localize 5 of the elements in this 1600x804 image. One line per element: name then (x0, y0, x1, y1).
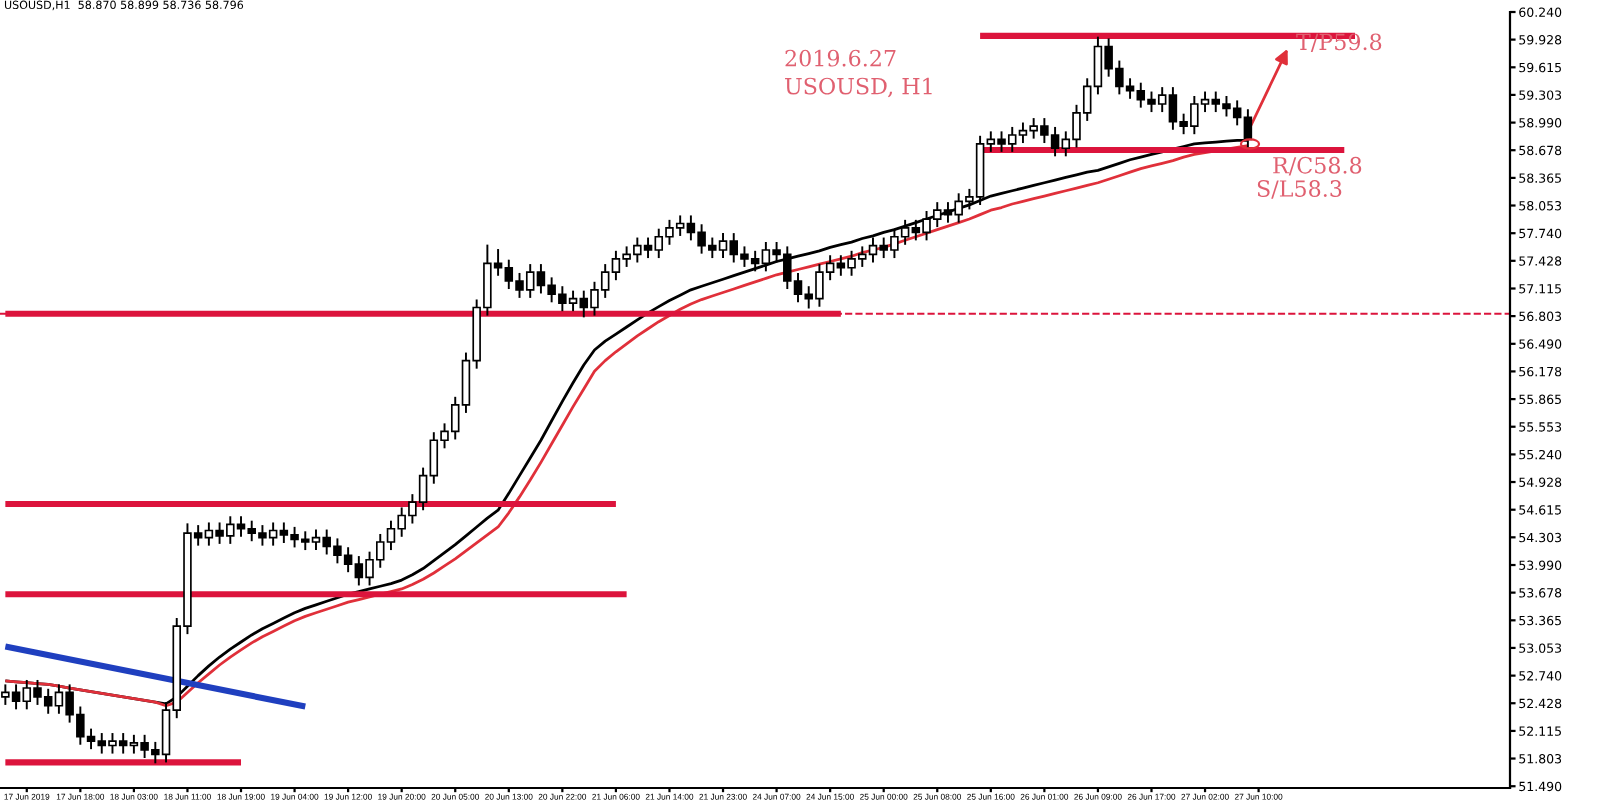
annotation: T/P59.8 (1296, 33, 1382, 53)
annotation: R/C58.8 (1273, 156, 1362, 176)
annotation: S/L58.3 (1257, 180, 1342, 199)
annotation: USOUSD, H1 (785, 77, 932, 98)
annotation: 2019.6.27 (785, 49, 896, 67)
